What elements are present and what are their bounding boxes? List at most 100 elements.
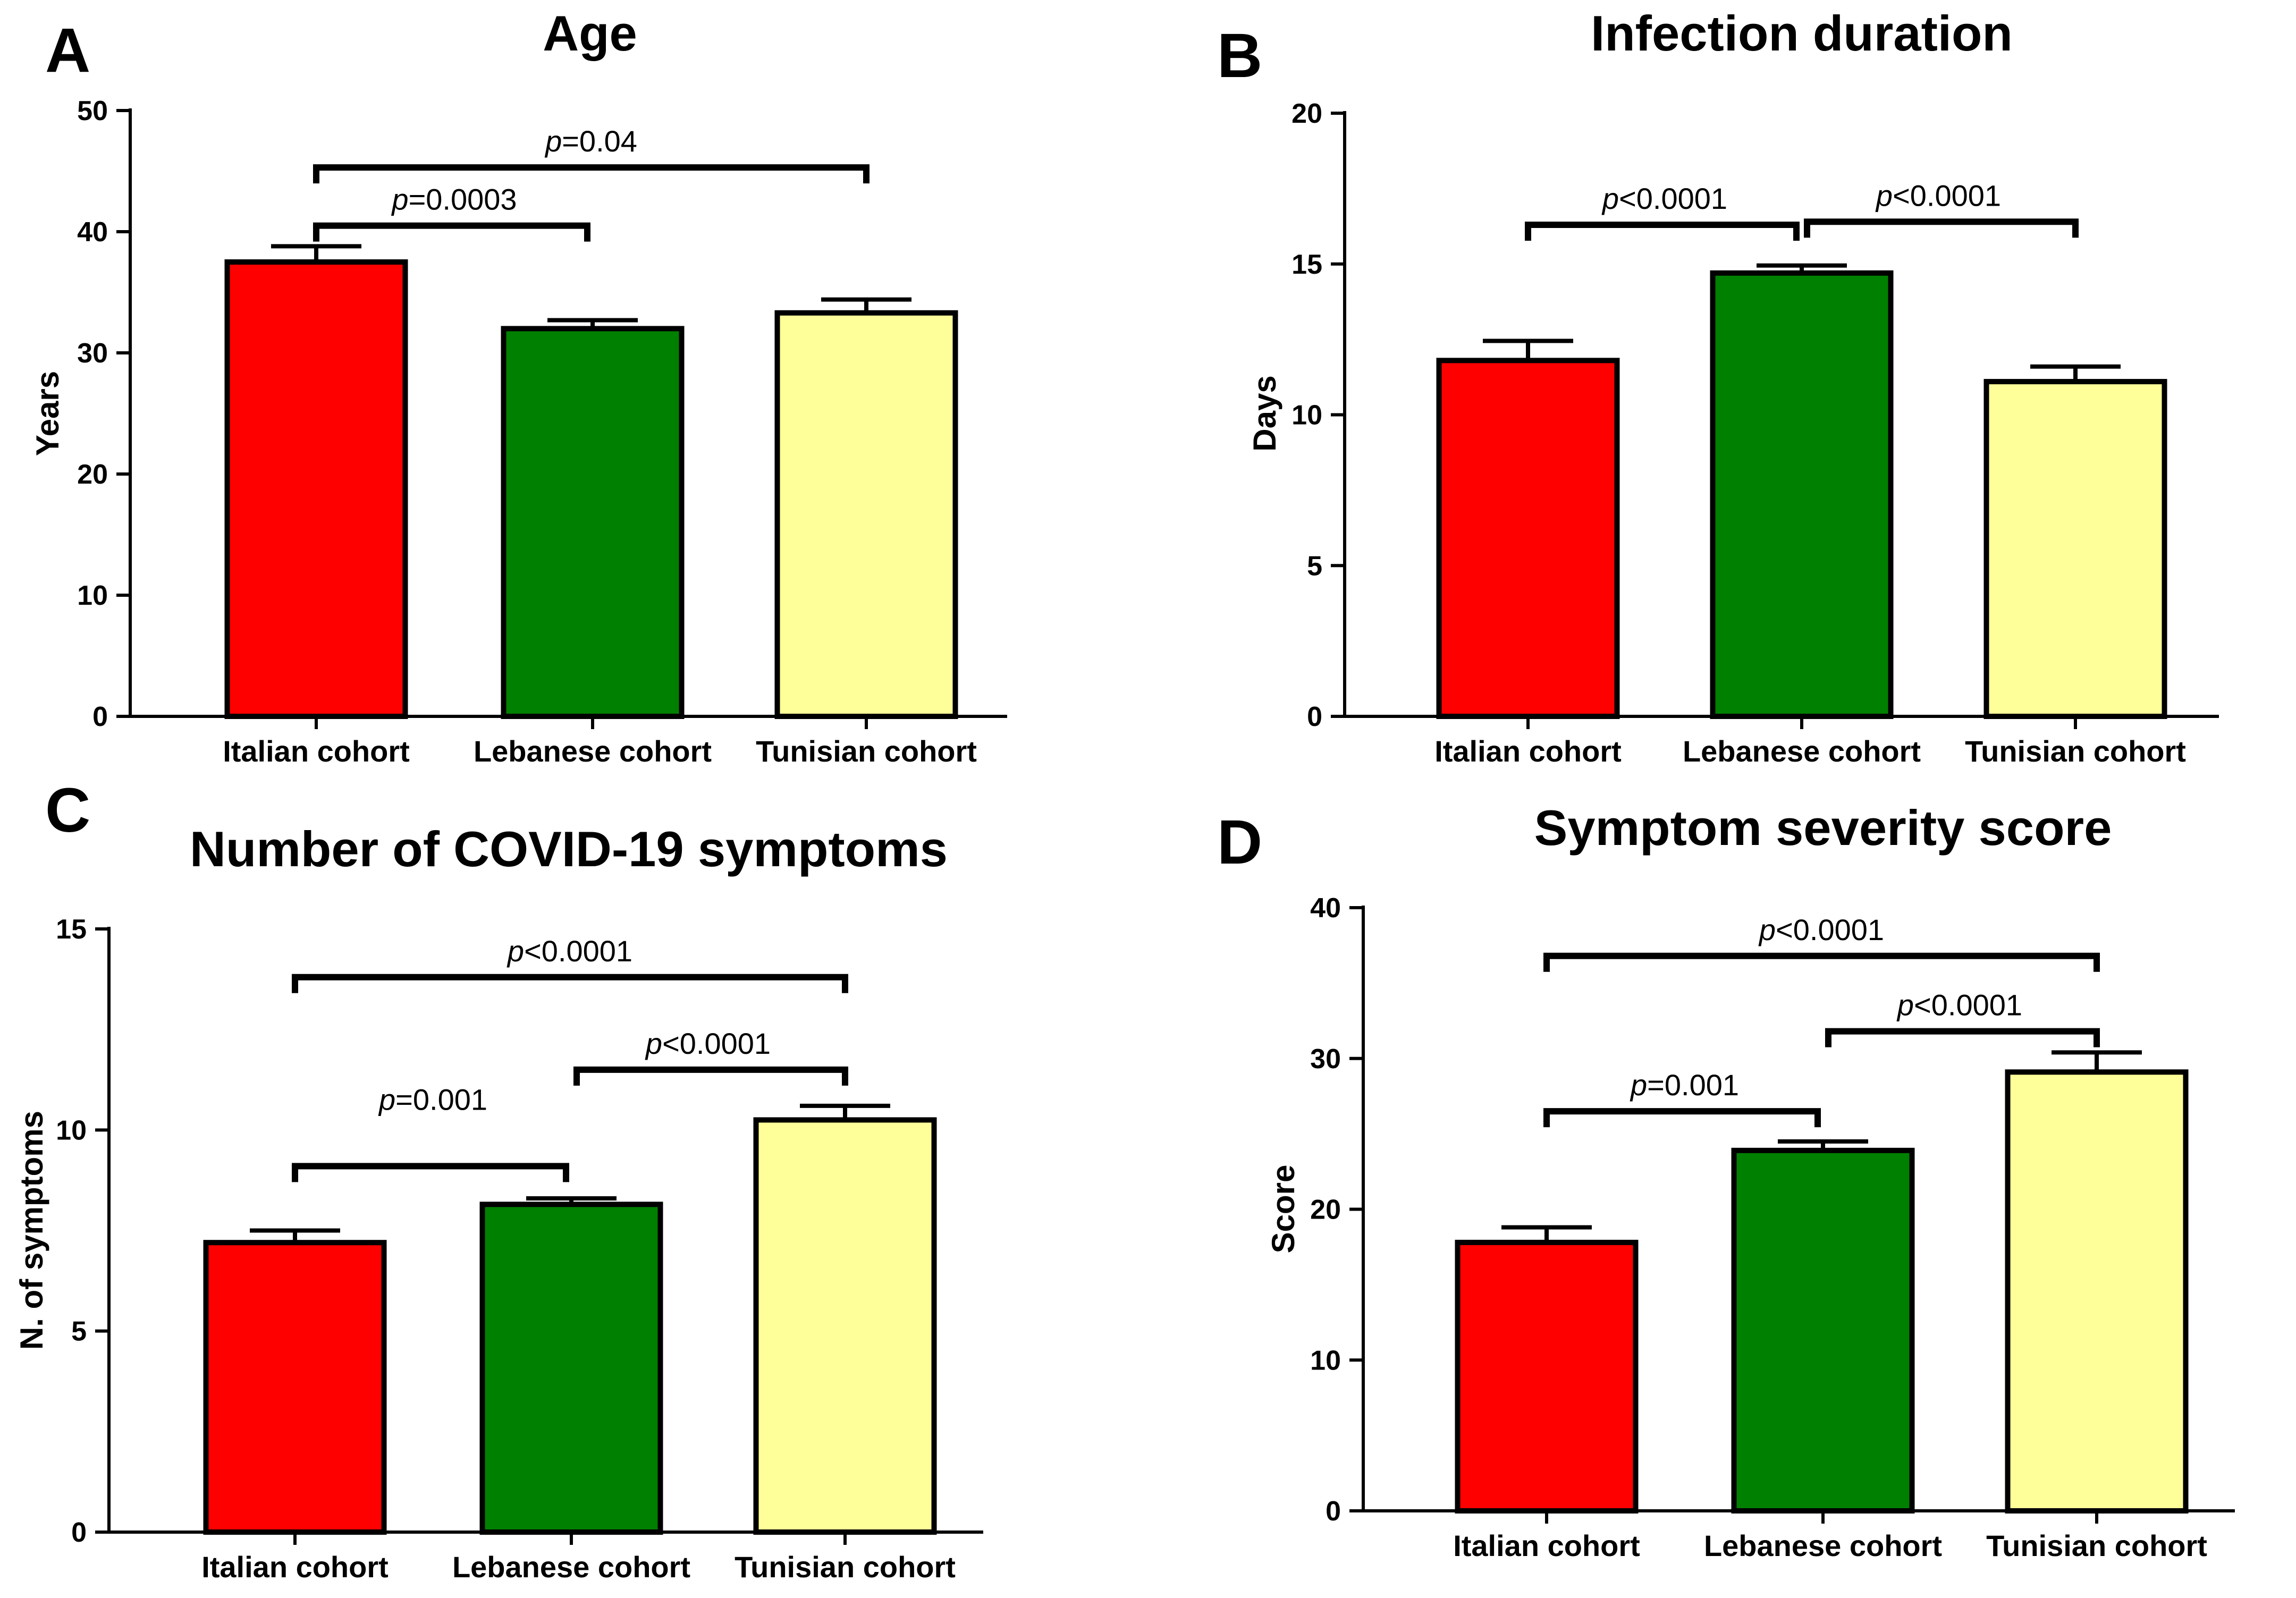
chart-panel-a: A Age Years 0 10 20 30 40 50 Italian cohort Lebane… xyxy=(30,5,1007,768)
significance-bracket xyxy=(1825,1028,2100,1047)
chart-title: Symptom severity score xyxy=(1534,800,2112,856)
p-value-label: p<0.0001 xyxy=(1758,913,1884,946)
chart-panel-d: D Symptom severity score Score 0 10 20 30 40 Ita… xyxy=(1217,800,2235,1562)
y-tick-label: 15 xyxy=(56,914,87,945)
significance-bracket xyxy=(313,222,590,242)
chart-title: Age xyxy=(543,5,637,61)
x-tick-label: Lebanese cohort xyxy=(452,1550,690,1584)
y-axis-label: Score xyxy=(1265,1165,1301,1254)
significance-bracket xyxy=(573,1066,848,1086)
bar-italian-cohort xyxy=(203,1240,387,1535)
chart-title: Number of COVID-19 symptoms xyxy=(190,821,948,877)
bar-italian-cohort xyxy=(1436,358,1620,719)
y-tick-label: 0 xyxy=(1307,701,1322,732)
p-value-symbol: p xyxy=(378,1083,395,1117)
p-value-number: <0.0001 xyxy=(1776,913,1884,946)
p-value-number: <0.0001 xyxy=(1619,182,1727,215)
p-value-symbol: p xyxy=(645,1027,662,1060)
p-value-label: p=0.04 xyxy=(544,124,637,158)
panel-letter: D xyxy=(1217,807,1262,877)
p-value-label: p=0.001 xyxy=(378,1083,487,1117)
p-value-symbol: p xyxy=(1758,913,1776,946)
p-value-symbol: p xyxy=(507,934,524,968)
bar-lebanese-cohort xyxy=(1710,270,1894,719)
bar-tunisian-cohort xyxy=(2005,1069,2189,1514)
y-tick-label: 20 xyxy=(1292,98,1322,129)
y-tick-label: 0 xyxy=(1326,1496,1341,1527)
significance-bracket xyxy=(292,1163,569,1182)
chart-panel-b: B Infection duration Days 0 5 10 15 20 Italian c… xyxy=(1217,5,2219,768)
panel-letter: B xyxy=(1217,21,1262,91)
y-tick-label: 0 xyxy=(71,1517,87,1548)
y-axis-label: Years xyxy=(30,371,65,456)
y-tick-label: 30 xyxy=(1310,1044,1341,1075)
x-tick-label: Tunisian cohort xyxy=(1965,734,2186,768)
p-value-label: p<0.0001 xyxy=(507,934,632,968)
p-value-number: =0.001 xyxy=(1647,1068,1739,1102)
p-value-symbol: p xyxy=(544,124,562,158)
p-value-symbol: p xyxy=(1875,179,1893,212)
p-value-symbol: p xyxy=(1896,988,1914,1022)
y-tick-label: 15 xyxy=(1292,249,1322,280)
x-tick-label: Italian cohort xyxy=(1453,1529,1640,1562)
p-value-label: p<0.0001 xyxy=(1875,179,2001,212)
p-value-symbol: p xyxy=(1601,182,1619,215)
p-value-number: =0.001 xyxy=(395,1083,487,1117)
bar-tunisian-cohort xyxy=(1983,379,2167,719)
p-value-number: =0.0003 xyxy=(409,183,517,216)
bar-lebanese-cohort xyxy=(501,326,685,719)
significance-bracket xyxy=(292,974,848,993)
p-value-number: <0.0001 xyxy=(524,934,632,968)
x-tick-label: Italian cohort xyxy=(223,734,410,768)
y-tick-label: 10 xyxy=(77,580,108,611)
chart-panel-c: C Number of COVID-19 symptoms N. of sympto… xyxy=(14,775,983,1584)
y-axis-label: Days xyxy=(1247,375,1282,451)
y-tick-label: 40 xyxy=(1310,893,1341,924)
p-value-number: =0.04 xyxy=(562,124,637,158)
x-tick-label: Italian cohort xyxy=(1434,734,1622,768)
y-tick-label: 40 xyxy=(77,217,108,248)
p-value-number: <0.0001 xyxy=(662,1027,771,1060)
bar-lebanese-cohort xyxy=(479,1202,663,1535)
x-tick-label: Tunisian cohort xyxy=(1986,1529,2207,1562)
bar-italian-cohort xyxy=(1455,1239,1639,1514)
p-value-label: p<0.0001 xyxy=(645,1027,771,1060)
chart-title: Infection duration xyxy=(1591,5,2013,61)
y-tick-label: 5 xyxy=(1307,551,1322,581)
x-tick-label: Lebanese cohort xyxy=(474,734,712,768)
y-axis-label: N. of symptoms xyxy=(14,1111,49,1350)
p-value-symbol: p xyxy=(391,183,408,216)
p-value-label: p<0.0001 xyxy=(1601,182,1727,215)
x-tick-label: Italian cohort xyxy=(201,1550,389,1584)
significance-bracket xyxy=(1525,221,1800,241)
p-value-label: p<0.0001 xyxy=(1896,988,2022,1022)
x-tick-label: Lebanese cohort xyxy=(1683,734,1921,768)
p-value-label: p=0.001 xyxy=(1630,1068,1739,1102)
panel-letter: C xyxy=(45,775,90,845)
y-tick-label: 10 xyxy=(1292,400,1322,431)
y-tick-label: 20 xyxy=(77,459,108,490)
significance-bracket xyxy=(313,164,870,184)
significance-bracket xyxy=(1543,952,2100,972)
p-value-symbol: p xyxy=(1630,1068,1647,1102)
y-tick-label: 10 xyxy=(1310,1345,1341,1376)
x-tick-label: Lebanese cohort xyxy=(1704,1529,1942,1562)
bar-lebanese-cohort xyxy=(1731,1147,1915,1514)
y-tick-label: 20 xyxy=(1310,1195,1341,1225)
y-tick-label: 30 xyxy=(77,338,108,369)
significance-bracket xyxy=(1543,1108,1821,1128)
y-tick-label: 5 xyxy=(71,1316,87,1347)
y-tick-label: 50 xyxy=(77,96,108,126)
bar-italian-cohort xyxy=(224,259,408,719)
significance-bracket xyxy=(1804,218,2079,238)
bar-tunisian-cohort xyxy=(774,310,958,719)
p-value-label: p=0.0003 xyxy=(391,183,517,216)
panel-letter: A xyxy=(45,15,90,86)
y-tick-label: 0 xyxy=(92,701,108,732)
x-tick-label: Tunisian cohort xyxy=(735,1550,956,1584)
bar-tunisian-cohort xyxy=(753,1117,937,1535)
x-tick-label: Tunisian cohort xyxy=(756,734,977,768)
p-value-number: <0.0001 xyxy=(1914,988,2022,1022)
y-tick-label: 10 xyxy=(56,1115,87,1146)
